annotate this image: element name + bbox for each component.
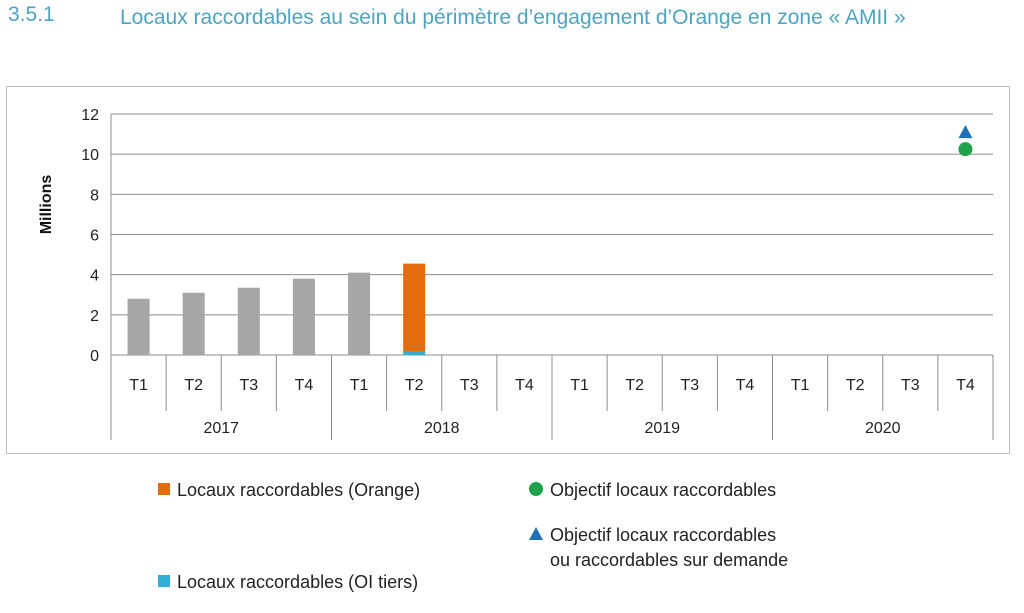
legend-item-objective-demand: Objectif locaux raccordables ou raccorda… [529,523,788,573]
y-tick-label: 10 [81,147,99,164]
bar [182,292,205,355]
orange-swatch-icon [158,483,170,495]
y-tick-label: 8 [90,187,99,204]
blue-swatch-icon [158,575,170,587]
x-tick-label: T2 [405,377,424,394]
x-tick-label: T2 [184,377,203,394]
x-tick-label: T4 [736,377,755,394]
x-tick-label: T3 [239,377,258,394]
objective-marker-triangle [958,125,973,139]
y-tick-label: 0 [90,348,99,365]
legend-label-objective-demand-line2: ou raccordables sur demande [550,550,789,570]
green-circle-icon [529,482,543,496]
x-tick-label: T4 [515,377,534,394]
bar [127,298,150,355]
legend-item-objective: Objectif locaux raccordables [529,478,776,503]
y-tick-label: 6 [90,228,99,245]
legend-label-orange: Locaux raccordables (Orange) [177,480,421,500]
legend-label-oi-tiers: Locaux raccordables (OI tiers) [177,572,419,592]
legend-label-objective-demand: Objectif locaux raccordables ou raccorda… [550,523,788,573]
legend-item-orange: Locaux raccordables (Orange) [158,478,420,503]
section-heading: 3.5.1 Locaux raccordables au sein du pér… [0,0,1024,70]
y-axis-title: Millions [38,175,55,235]
stacked-bar-segment [403,350,426,355]
legend-label-objective-demand-line1: Objectif locaux raccordables [550,525,777,545]
y-tick-label: 12 [81,107,99,124]
chart-area: 0 2 4 6 8 10 12 Millions T1 T2 T3 T4 T1 T2 T3 T4 T1 T2 T3 T… [6,86,1010,454]
x-tick-label: T1 [570,377,589,394]
y-tick-label: 4 [90,268,99,285]
bar [292,278,315,355]
stacked-bar-segment [403,263,426,351]
section-number: 3.5.1 [8,3,55,26]
x-tick-label: T1 [350,377,369,394]
section-title: Locaux raccordables au sein du périmètre… [120,6,906,29]
chart-legend: Locaux raccordables (Orange) Objectif lo… [0,460,1024,610]
year-label: 2017 [203,420,239,437]
blue-triangle-icon [529,527,543,540]
legend-label-objective: Objectif locaux raccordables [550,480,777,500]
bar [348,272,371,355]
x-tick-label: T1 [129,377,148,394]
x-tick-label: T4 [956,377,975,394]
x-tick-label: T2 [625,377,644,394]
year-label: 2020 [865,420,901,437]
x-tick-label: T2 [846,377,865,394]
bar [237,287,260,355]
objective-marker-circle [958,142,973,157]
year-label: 2019 [644,420,680,437]
x-tick-label: T4 [295,377,314,394]
x-tick-label: T3 [460,377,479,394]
bar-chart: 0 2 4 6 8 10 12 Millions T1 T2 T3 T4 T1 T2 T3 T4 T1 T2 T3 T… [38,107,994,440]
legend-item-oi-tiers: Locaux raccordables (OI tiers) [158,570,418,595]
x-tick-label: T3 [680,377,699,394]
x-tick-label: T1 [791,377,810,394]
x-tick-label: T3 [901,377,920,394]
year-label: 2018 [424,420,460,437]
y-tick-label: 2 [90,308,99,325]
